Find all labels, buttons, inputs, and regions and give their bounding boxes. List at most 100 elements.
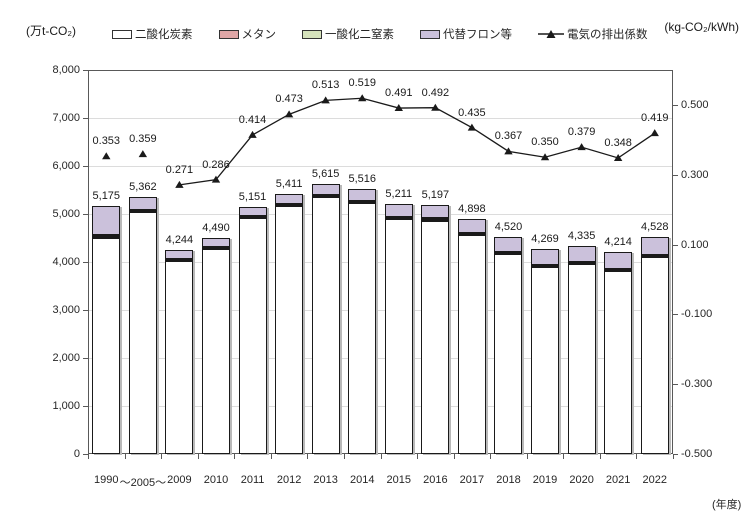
x-axis-category-label: 2013: [313, 474, 338, 486]
x-axis-category-label: 2010: [203, 474, 229, 486]
bar-segment-co2: [165, 261, 194, 454]
line-marker-2014: [358, 94, 367, 102]
line-value-label: 0.350: [531, 136, 559, 149]
right-axis-tick-label: 0.100: [681, 238, 709, 251]
bar-total-label: 5,211: [385, 188, 413, 200]
left-axis-tick-label: 0: [73, 448, 80, 460]
bar-segment-co2: [275, 206, 304, 454]
bar-2022: [640, 237, 669, 454]
line-value-label: 0.271: [165, 163, 194, 176]
x-axis-category-label: 2014: [349, 474, 375, 486]
bar-segment-hfc: [457, 219, 486, 233]
x-axis-category-label: 2021: [605, 474, 631, 486]
left-axis-tick-label: 7,000: [52, 112, 80, 124]
emission-factor-line: [179, 97, 656, 186]
x-axis-tick: [270, 454, 272, 459]
right-axis-tick-label: 0.500: [681, 98, 709, 111]
emission-factor-line-layer: [102, 94, 659, 188]
right-axis-tick-label: -0.300: [681, 378, 713, 391]
right-axis-tick: [673, 174, 678, 176]
bar-total-label: 4,269: [531, 233, 559, 245]
bar-segment-co2: [604, 271, 633, 454]
line-marker-2016: [431, 103, 440, 111]
x-axis-tick: [636, 454, 638, 459]
x-axis-tick: [124, 454, 126, 459]
line-value-label: 0.353: [92, 135, 121, 148]
bar-2019: [531, 249, 560, 454]
line-value-label: 0.367: [494, 130, 523, 143]
x-axis-tick: [453, 454, 455, 459]
line-marker-2018: [504, 147, 513, 155]
line-value-label: 0.359: [129, 133, 157, 146]
bar-segment-co2: [348, 203, 377, 454]
x-axis-category-label: ～2005～: [119, 477, 167, 489]
gridline: [88, 358, 673, 359]
bar-2016: [421, 205, 450, 454]
bar-segment-hfc: [238, 207, 267, 216]
bar-segment-co2: [531, 267, 560, 454]
line-marker-～2005～: [138, 150, 148, 158]
x-axis-tick: [197, 454, 199, 459]
legend-label-ch4: メタン: [241, 29, 277, 41]
legend-item-n2o: 一酸化二窒素: [302, 26, 394, 42]
left-axis-tick: [83, 118, 88, 119]
bar-total-label: 4,214: [604, 236, 632, 248]
right-axis-tick: [673, 454, 678, 455]
line-marker-2022: [650, 129, 659, 137]
bar-segment-hfc: [201, 238, 230, 247]
bar-2010: [201, 238, 230, 454]
left-axis-tick: [83, 262, 88, 263]
bar-segment-hfc: [92, 206, 121, 235]
x-axis-category-label: 2022: [642, 474, 667, 486]
bar-total-label: 4,490: [202, 222, 230, 234]
bar-total-label: 5,362: [129, 181, 157, 193]
right-axis-unit-label: (kg-CO₂/kWh): [664, 20, 739, 34]
line-value-label: 0.513: [311, 79, 340, 92]
bar-segment-co2: [384, 219, 413, 454]
bar-segment-hfc: [275, 194, 304, 204]
bar-segment-co2: [494, 254, 523, 454]
legend-item-ch4: メタン: [218, 26, 277, 42]
bar-segment-hfc: [531, 249, 560, 265]
x-axis-tick: [343, 454, 345, 459]
bar-2011: [238, 207, 267, 454]
gridline: [88, 118, 673, 119]
left-axis-tick-label: 1,000: [52, 400, 80, 412]
line-value-label: 0.286: [202, 158, 230, 171]
line-value-label: 0.348: [604, 136, 632, 149]
x-axis-category-label: 1990: [94, 474, 119, 486]
bar-segment-hfc: [567, 246, 596, 262]
bar-total-label: 5,197: [421, 189, 450, 201]
left-axis-tick: [83, 70, 88, 71]
left-axis-tick: [83, 310, 88, 311]
bar-segment-hfc: [165, 250, 194, 259]
chart-legend: 二酸化炭素 メタン 一酸化二窒素 代替フロン等 電気の排出係数: [112, 26, 648, 42]
bar-segment-hfc: [604, 252, 633, 269]
line-marker-icon: [538, 30, 564, 38]
bar-1990: [92, 206, 121, 454]
line-marker-2017: [467, 123, 477, 131]
line-value-label: 0.492: [421, 86, 450, 99]
left-axis-tick-label: 5,000: [52, 208, 80, 220]
bar-segment-co2: [201, 249, 230, 454]
line-value-label: 0.473: [275, 93, 303, 106]
x-axis-category-label: 2018: [496, 474, 521, 486]
bar-segment-co2: [421, 221, 450, 454]
line-value-label: 0.491: [385, 87, 413, 100]
right-axis-tick: [673, 244, 678, 246]
x-axis-category-label: 2017: [459, 474, 485, 486]
bar-2014: [348, 189, 377, 454]
bar-2020: [567, 246, 596, 454]
legend-label-hfc: 代替フロン等: [443, 29, 512, 41]
left-axis-tick-label: 2,000: [52, 352, 80, 364]
line-value-label: 0.419: [640, 112, 669, 125]
left-axis-tick: [83, 166, 88, 167]
line-value-label: 0.414: [238, 113, 267, 126]
bar-segment-co2: [128, 212, 157, 454]
line-marker-2015: [394, 104, 403, 112]
x-axis-category-label: 2015: [386, 474, 412, 486]
bar-total-label: 4,528: [640, 221, 669, 233]
bar-segment-co2: [238, 218, 267, 454]
x-axis-title: (年度): [712, 499, 742, 511]
legend-item-emission-factor: 電気の排出係数: [538, 26, 648, 42]
